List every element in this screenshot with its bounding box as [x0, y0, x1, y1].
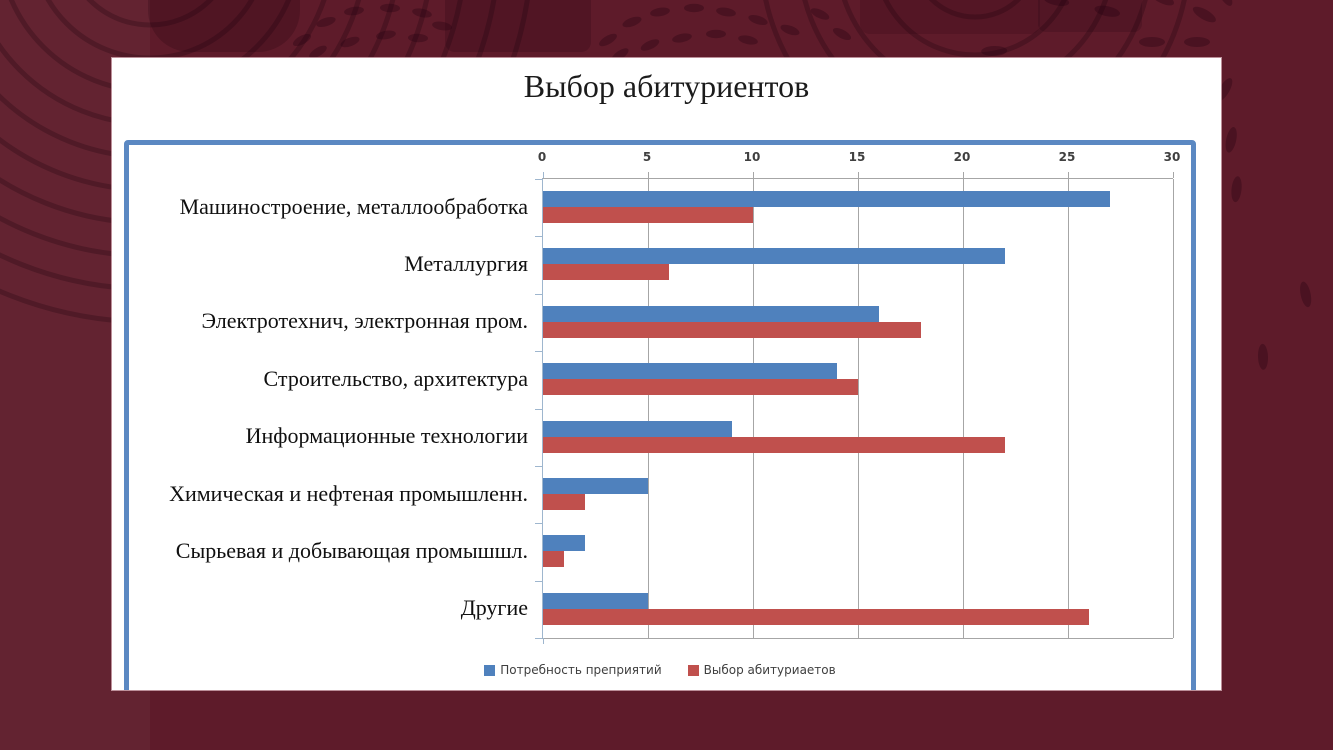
axis-tick-label: 20	[953, 150, 971, 164]
axis-tick-label: 10	[743, 150, 761, 164]
chart-frame	[124, 140, 1196, 690]
slide: Выбор абитуриентов 0 5 10 15 20 25 30 Машиност…	[112, 58, 1221, 690]
category-label: Электротехнич, электронная пром.	[201, 308, 528, 334]
axis-tick-mark	[753, 172, 754, 178]
category-tick-mark	[535, 466, 542, 467]
category-label: Химическая и нефтеная промышленн.	[169, 480, 528, 506]
bar-series1	[543, 306, 879, 322]
legend-item-series2: Выбор абитуриаетов	[687, 663, 836, 677]
bar-series2	[543, 322, 921, 338]
gridline	[963, 179, 964, 638]
bar-series2	[543, 264, 669, 280]
axis-bottom-tick	[543, 638, 544, 644]
axis-tick-mark	[648, 172, 649, 178]
axis-tick-label: 5	[642, 150, 652, 164]
dark-block-1	[148, 0, 300, 52]
category-tick-mark	[535, 409, 542, 410]
bar-series1	[543, 593, 648, 609]
axis-tick-mark	[858, 172, 859, 178]
category-label: Информационные технологии	[245, 423, 528, 449]
bar-series1	[543, 478, 648, 494]
axis-tick-mark	[1068, 172, 1069, 178]
legend-item-series1: Потребность преприятий	[484, 663, 662, 677]
axis-tick-label: 30	[1163, 150, 1181, 164]
dark-block-2	[445, 0, 591, 52]
gridline	[1068, 179, 1069, 638]
bar-series2	[543, 437, 1005, 453]
dark-block-4	[1038, 0, 1142, 32]
axis-tick-label: 15	[848, 150, 866, 164]
axis-tick-mark	[543, 172, 544, 178]
bar-series2	[543, 379, 858, 395]
bar-series1	[543, 535, 585, 551]
plot-area	[535, 172, 1174, 644]
axis-tick-label: 25	[1058, 150, 1076, 164]
gridline	[858, 179, 859, 638]
legend: Потребность преприятий Выбор абитуриаето…	[124, 660, 1196, 680]
bar-series1	[543, 363, 837, 379]
bar-series2	[543, 494, 585, 510]
category-tick-mark	[535, 523, 542, 524]
category-label: Сырьевая и добывающая промышшл.	[175, 537, 528, 563]
bar-series2	[543, 551, 564, 567]
category-tick-mark	[535, 236, 542, 237]
category-tick-mark	[535, 294, 542, 295]
slide-title: Выбор абитуриентов	[523, 68, 810, 104]
category-label: Металлургия	[404, 251, 528, 277]
category-label: Машиностроение, металлообработка	[179, 193, 528, 219]
category-tick-mark	[535, 351, 542, 352]
axis-tick-mark	[963, 172, 964, 178]
category-tick-mark	[535, 638, 542, 639]
legend-label-series1: Потребность преприятий	[500, 663, 662, 677]
gridline	[1173, 179, 1174, 638]
bar-series1	[543, 421, 732, 437]
legend-swatch-series1	[484, 664, 496, 676]
gridline	[648, 179, 649, 638]
category-label: Строительство, архитектура	[263, 365, 528, 391]
category-tick-mark	[535, 581, 542, 582]
bar-series1	[543, 248, 1005, 264]
category-tick-mark	[535, 179, 542, 180]
bar-series2	[543, 609, 1089, 625]
axis-tick-mark	[1173, 172, 1174, 178]
gridline	[753, 179, 754, 638]
dark-block-3	[860, 0, 1040, 34]
legend-label-series2: Выбор абитуриаетов	[703, 663, 836, 677]
axis-tick-label: 0	[537, 150, 547, 164]
legend-swatch-series2	[687, 664, 699, 676]
bar-series2	[543, 207, 753, 223]
category-label: Другие	[460, 595, 528, 621]
bar-series1	[543, 191, 1110, 207]
